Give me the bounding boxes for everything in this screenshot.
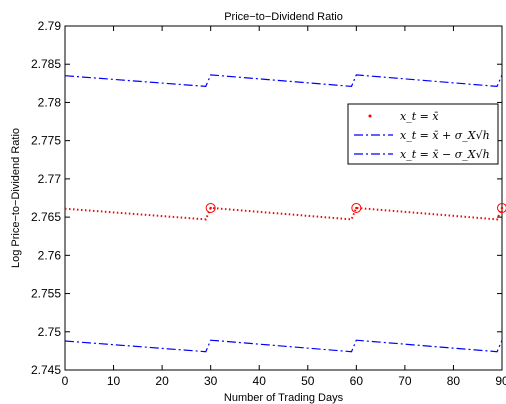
y-axis-title: Log Price−to−Dividend Ratio	[10, 128, 22, 268]
x-tick-label: 80	[447, 374, 461, 388]
x-tick-label: 0	[62, 374, 69, 388]
series-marker-dot	[355, 206, 358, 210]
y-tick-label: 2.765	[31, 210, 61, 224]
x-tick-label: 40	[253, 374, 267, 388]
series-line-3	[64, 339, 503, 353]
x-axis-title: Number of Trading Days	[224, 392, 344, 404]
legend: x_t = x̄ x_t = x̄ + σ_X√h x_t = x̄ − σ_X√h	[347, 103, 499, 165]
series-marker	[351, 202, 362, 213]
y-tick-label: 2.745	[31, 363, 61, 377]
x-tick-label: 60	[350, 374, 364, 388]
legend-swatch-1	[368, 114, 372, 118]
x-tick-label: 20	[155, 374, 169, 388]
plot-area: 0 10 20 30 40 50 60 70 80 90 2.745 2.75 2.755 2.76 2.7…	[31, 19, 506, 388]
axes-box	[64, 25, 503, 371]
series-marker	[497, 202, 506, 213]
legend-label-3: x_t = x̄ − σ_X√h	[400, 148, 490, 161]
y-tick-label: 2.785	[31, 57, 61, 71]
chart-title: Price−to−Dividend Ratio	[224, 11, 343, 23]
series-marker-dot	[209, 206, 212, 210]
series-line-2	[64, 74, 503, 88]
y-tick-label: 2.77	[38, 172, 62, 186]
y-tick-label: 2.75	[38, 325, 62, 339]
y-tick-label: 2.755	[31, 287, 61, 301]
x-tick-label: 70	[398, 374, 412, 388]
legend-label-1: x_t = x̄	[400, 110, 439, 123]
y-tick-label: 2.78	[38, 95, 62, 109]
x-tick-label: 10	[107, 374, 121, 388]
legend-label-2: x_t = x̄ + σ_X√h	[400, 129, 490, 142]
y-tick-label: 2.79	[38, 19, 62, 33]
series-marker-dot	[500, 206, 504, 210]
series-marker	[205, 202, 216, 213]
y-tick-label: 2.76	[38, 248, 62, 262]
x-tick-label: 50	[301, 374, 315, 388]
x-tick-label: 30	[204, 374, 218, 388]
x-tick-label: 90	[495, 374, 506, 388]
series-line-1	[64, 206, 503, 221]
y-tick-label: 2.775	[31, 134, 61, 148]
